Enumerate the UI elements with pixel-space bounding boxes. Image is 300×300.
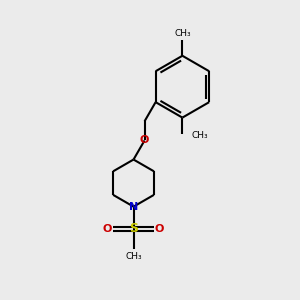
Text: N: N — [129, 202, 138, 212]
Text: CH₃: CH₃ — [191, 131, 208, 140]
Text: O: O — [103, 224, 112, 234]
Text: O: O — [155, 224, 164, 234]
Text: CH₃: CH₃ — [125, 252, 142, 261]
Text: S: S — [129, 222, 138, 235]
Text: CH₃: CH₃ — [174, 28, 191, 38]
Text: O: O — [140, 135, 149, 146]
